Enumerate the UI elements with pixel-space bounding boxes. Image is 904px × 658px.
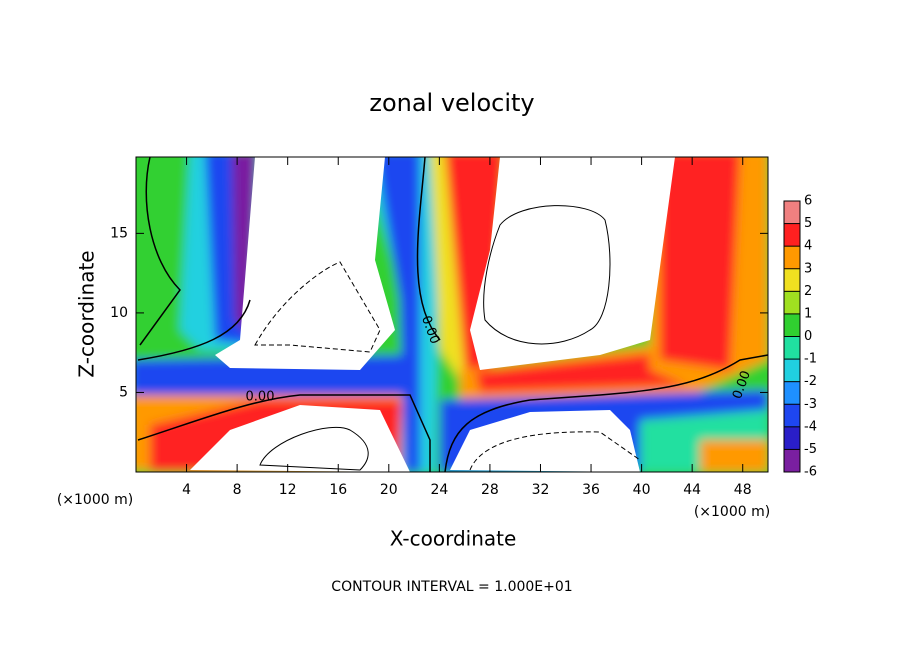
colorbar-swatch: [784, 449, 800, 472]
y-tick-label: 5: [119, 384, 128, 400]
colorbar-swatch: [784, 201, 800, 224]
x-tick-label: 4: [182, 482, 191, 498]
colorbar-swatch: [784, 268, 800, 292]
contour-label: 0.00: [246, 390, 275, 405]
x-tick-label: 12: [279, 482, 297, 498]
y-unit-label: (×1000 m): [57, 492, 133, 508]
colorbar-swatch: [784, 426, 800, 450]
x-tick-label: 8: [233, 482, 242, 498]
colorbar-tick-label: -6: [804, 465, 817, 480]
colorbar-tick-label: 2: [804, 284, 812, 299]
y-tick-label: 15: [110, 225, 128, 241]
colorbar-tick-label: 5: [804, 216, 812, 231]
x-tick-label: 20: [380, 482, 398, 498]
colorbar-tick-label: -2: [804, 374, 817, 389]
y-tick-label: 10: [110, 305, 128, 321]
colorbar-swatch: [784, 246, 800, 269]
colorbar-swatch: [784, 223, 800, 247]
colorbar-tick-label: -3: [804, 397, 817, 412]
footer: CONTOUR INTERVAL = 1.000E+01: [331, 579, 572, 595]
colorbar-tick-label: -1: [804, 352, 817, 367]
chart-title: zonal velocity: [369, 89, 534, 117]
x-tick-label: 28: [481, 482, 499, 498]
colorbar-swatch: [784, 359, 800, 382]
colorbar-swatch: [784, 381, 800, 405]
x-axis-label: X-coordinate: [390, 527, 517, 551]
x-tick-label: 32: [532, 482, 550, 498]
colorbar-tick-label: 6: [804, 194, 812, 209]
colorbar-tick-label: -5: [804, 442, 817, 457]
colorbar-swatch: [784, 313, 800, 337]
x-tick-label: 24: [430, 482, 448, 498]
x-tick-label: 48: [734, 482, 752, 498]
colorbar-tick-label: 4: [804, 239, 812, 254]
colorbar-tick-label: -4: [804, 419, 817, 434]
contour-field: [136, 157, 768, 472]
x-tick-label: 40: [633, 482, 651, 498]
y-axis-label: Z-coordinate: [75, 250, 99, 377]
x-tick-label: 36: [582, 482, 600, 498]
plot-frame: [135, 156, 769, 473]
x-tick-label: 16: [329, 482, 347, 498]
colorbar-tick-label: 3: [804, 261, 812, 276]
colorbar-swatch: [784, 291, 800, 314]
colorbar-tick-label: 1: [804, 306, 812, 321]
colorbar-swatch: [784, 336, 800, 360]
colorbar-tick-label: 0: [804, 329, 812, 344]
x-tick-label: 44: [683, 482, 701, 498]
colorbar-swatch: [784, 404, 800, 427]
x-unit-label: (×1000 m): [694, 504, 770, 520]
